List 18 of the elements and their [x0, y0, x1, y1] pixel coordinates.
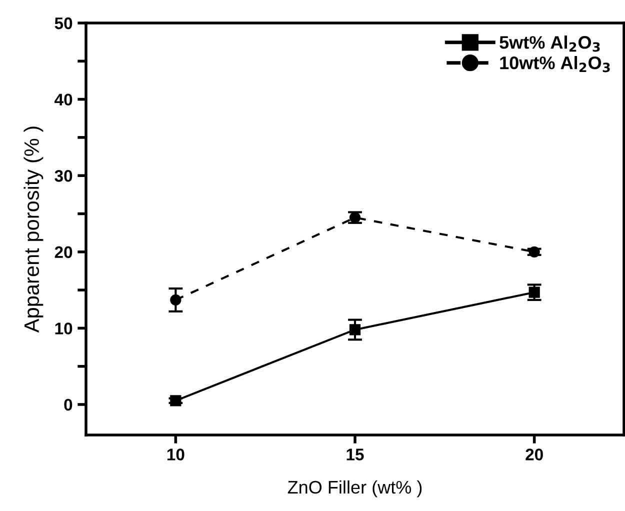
point	[170, 294, 182, 306]
y-tick-label: 50	[54, 17, 72, 30]
y-axis-title: Apparent porosity (% )	[24, 126, 44, 333]
y-tick-label: 30	[54, 170, 72, 182]
x-tick-label: 15	[346, 448, 364, 460]
y-tick-label: 0	[64, 398, 72, 411]
y-tick-label: 20	[54, 246, 72, 258]
y-tick-label: 10	[55, 322, 72, 334]
legend-label: 10wt% Al$_{2}$O$_{3}$	[500, 56, 610, 72]
point	[528, 286, 540, 298]
point	[170, 395, 182, 406]
point	[349, 324, 361, 336]
x-tick-label: 20	[526, 448, 543, 460]
y-tick-label: 40	[54, 94, 72, 106]
x-tick-label: 10	[167, 448, 184, 460]
legend-label: 5wt% Al$_{2}$O$_{3}$	[500, 36, 600, 52]
point	[528, 246, 540, 258]
x-axis-title: ZnO Filler (wt% )	[288, 480, 422, 498]
